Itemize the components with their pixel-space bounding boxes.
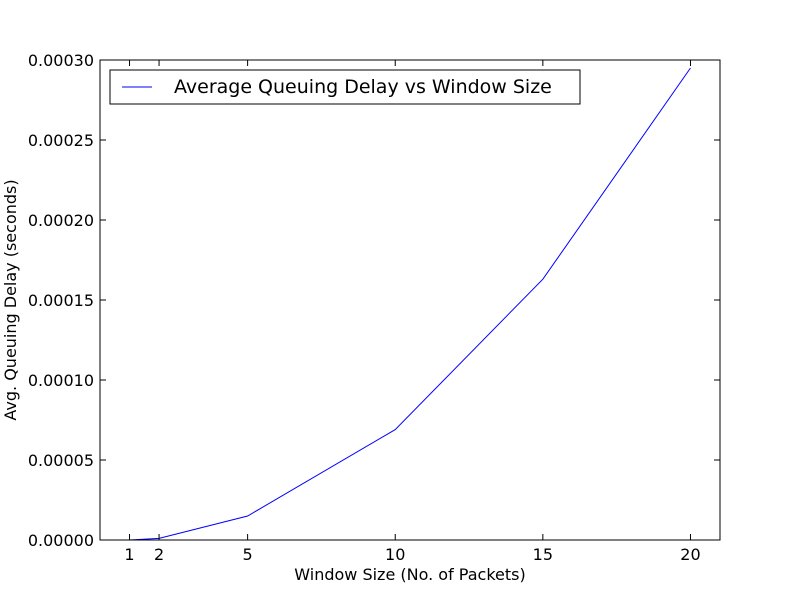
series-line: [129, 67, 691, 541]
series-layer: [129, 67, 691, 541]
y-tick-label: 0.00015: [28, 291, 94, 310]
x-tick-label: 1: [124, 545, 134, 564]
y-tick-label: 0.00025: [28, 131, 94, 150]
y-tick-label: 0.00020: [28, 211, 94, 230]
legend-box: [109, 69, 581, 105]
plot-frame: [99, 59, 721, 541]
y-tick-label: 0.00000: [28, 531, 94, 550]
plot-area: [100, 60, 720, 540]
tick-layer: 1 2 5 10 15 20 0.00000 0.00005 0.00010 0.00015 0.0…: [28, 51, 720, 564]
x-tick-label: 15: [533, 545, 553, 564]
x-tick-label: 10: [385, 545, 405, 564]
y-tick-label: 0.00010: [28, 371, 94, 390]
x-tick-label: 2: [154, 545, 164, 564]
y-tick-label: 0.00005: [28, 451, 94, 470]
x-tick-label: 5: [243, 545, 253, 564]
y-tick-label: 0.00030: [28, 51, 94, 70]
x-axis-label: Window Size (No. of Packets): [294, 565, 525, 584]
legend-label: Average Queuing Delay vs Window Size: [174, 76, 552, 98]
x-tick-label: 20: [680, 545, 700, 564]
legend: Average Queuing Delay vs Window Size: [109, 69, 581, 105]
y-axis-label: Avg. Queuing Delay (seconds): [1, 179, 20, 420]
